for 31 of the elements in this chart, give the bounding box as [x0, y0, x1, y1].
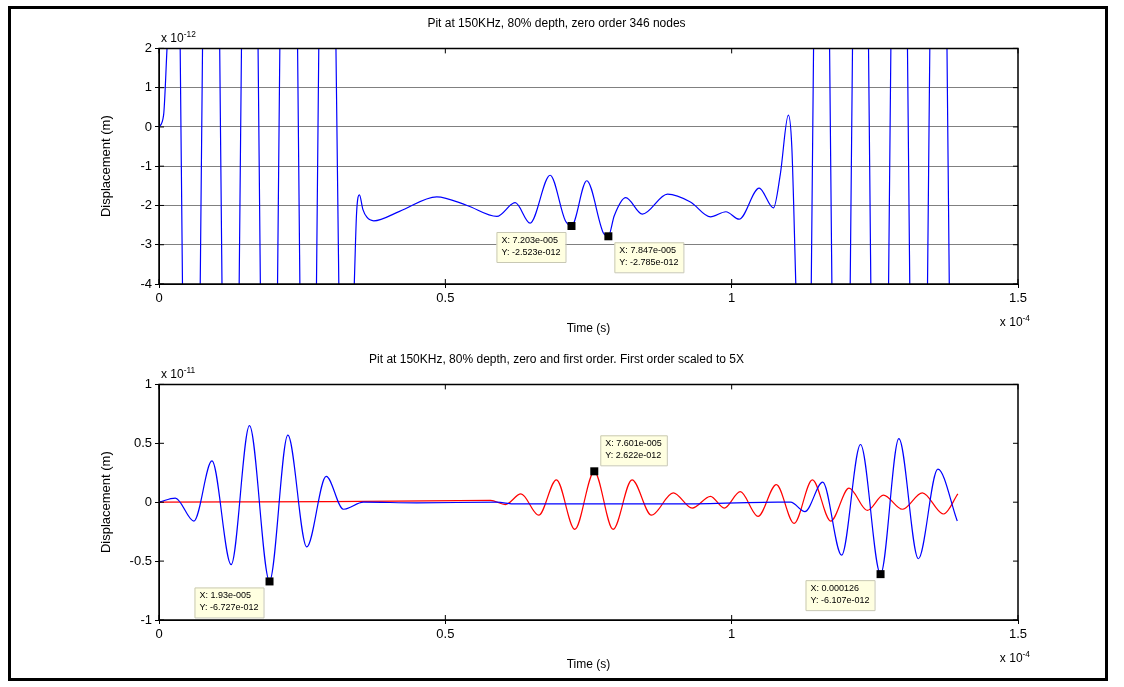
annotation: X: 7.847e-005 Y: -2.785e-012 — [619, 245, 679, 268]
y-tick-label: 1 — [144, 79, 152, 95]
y-tick-label: -4 — [140, 275, 152, 291]
y-tick-label: 0 — [144, 118, 152, 134]
y-tick-label: -2 — [140, 197, 152, 213]
y-tick-label: -1 — [140, 157, 152, 173]
x-tick-label: 0.5 — [436, 290, 455, 306]
x-tick-label: 0 — [155, 290, 163, 306]
x-tick-label: 0 — [155, 626, 163, 642]
annotation: X: 1.93e-005 Y: -6.727e-012 — [199, 590, 259, 613]
y-tick-label: 0 — [144, 493, 152, 509]
x-axis-title: Time (s) — [566, 657, 611, 672]
y-tick-label: -3 — [140, 236, 152, 252]
y-tick-label: 2 — [144, 39, 152, 55]
x-axis-title: Time (s) — [566, 321, 611, 336]
y-tick-label: 0.5 — [133, 434, 152, 450]
x-tick-label: 0.5 — [436, 626, 455, 642]
annotation: X: 7.601e-005 Y: 2.622e-012 — [605, 438, 662, 461]
x-tick-label: 1.5 — [1008, 290, 1028, 306]
y-tick-label: -0.5 — [129, 552, 152, 568]
y-tick-label: 1 — [144, 375, 152, 391]
x-tick-label: 1 — [728, 626, 736, 642]
annotation: X: 7.203e-005 Y: -2.523e-012 — [501, 234, 561, 257]
chart-title: Pit at 150KHz, 80% depth, zero order 346 nodes — [427, 15, 686, 30]
chart-title: Pit at 150KHz, 80% depth, zero and first order. First order scaled to 5X — [369, 351, 744, 366]
annotation: X: 0.000126 Y: -6.107e-012 — [810, 583, 870, 606]
y-tick-label: -1 — [140, 611, 152, 627]
y-axis-title: Displacement (m) — [98, 451, 114, 554]
y-axis-title: Displacement (m) — [98, 115, 114, 218]
x-tick-label: 1 — [728, 290, 736, 306]
x-tick-label: 1.5 — [1008, 626, 1028, 642]
